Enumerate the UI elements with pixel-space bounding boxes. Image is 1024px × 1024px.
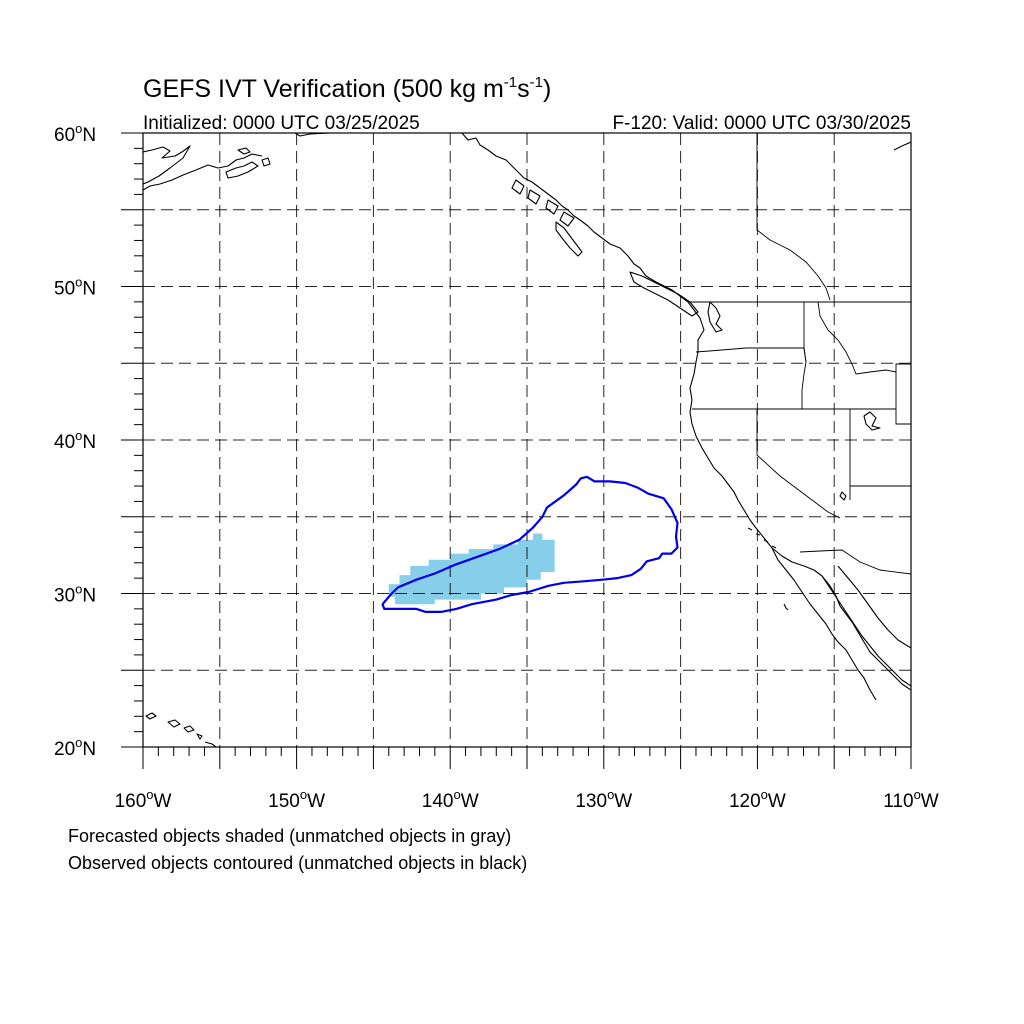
se-alaska-islands (511, 179, 575, 227)
haida-gwaii (555, 221, 583, 257)
idaho-west (801, 302, 807, 409)
init-time-label: Initialized: 0000 UTC 03/25/2025 (143, 113, 420, 134)
channel-islands (747, 527, 777, 549)
mainland-mexico (837, 565, 911, 649)
alaska-islands (237, 147, 271, 167)
observed-object-contour (381, 475, 679, 613)
lat-label: 60oN (54, 121, 96, 146)
baja-california (771, 547, 877, 701)
idaho-montana (817, 301, 897, 375)
guadalupe-island (783, 603, 789, 611)
bc-alberta-border (756, 229, 831, 301)
lat-label: 30oN (54, 582, 96, 607)
california-nevada (756, 409, 841, 519)
hudson-bay-edge (893, 141, 911, 151)
map-layers (143, 133, 911, 747)
lon-label: 150oW (268, 787, 325, 812)
gulf-of-alaska-coast (294, 133, 911, 691)
gulf-of-california (821, 575, 911, 687)
lon-label: 140oW (422, 787, 479, 812)
lat-label: 50oN (54, 275, 96, 300)
political-borders (688, 133, 911, 575)
alaska-peninsula-coast (143, 145, 191, 185)
alaska-peninsula-south (143, 153, 263, 191)
lat-label: 20oN (54, 735, 96, 760)
washington-oregon (695, 347, 807, 363)
lon-label: 160oW (115, 787, 172, 812)
hawaii-islands (145, 712, 217, 747)
axis-ticks (121, 132, 912, 769)
lon-label: 120oW (729, 787, 786, 812)
observed-note: Observed objects contoured (unmatched ob… (68, 853, 527, 873)
lon-label: 110oW (883, 787, 939, 812)
lat-label: 40oN (54, 428, 96, 453)
latitude-labels: 60oN 50oN 40oN 30oN 20oN (54, 121, 96, 760)
forecast-note: Forecasted objects shaded (unmatched obj… (68, 826, 511, 846)
kodiak-island (225, 161, 259, 179)
wyoming (895, 363, 911, 425)
us-mexico-border (799, 549, 911, 575)
longitude-labels: 160oW 150oW 140oW 130oW 120oW 110oW (115, 787, 939, 812)
salton-sea (839, 491, 847, 501)
great-salt-lake (863, 411, 881, 431)
map-title: GEFS IVT Verification (500 kg m-1s-1) (143, 74, 551, 103)
gridlines (143, 133, 911, 747)
valid-time-label: F-120: Valid: 0000 UTC 03/30/2025 (612, 113, 911, 134)
vancouver-island (629, 271, 699, 317)
forecast-object-shaded (388, 533, 555, 605)
lon-label: 130oW (575, 787, 632, 812)
puget-sound (707, 301, 723, 333)
